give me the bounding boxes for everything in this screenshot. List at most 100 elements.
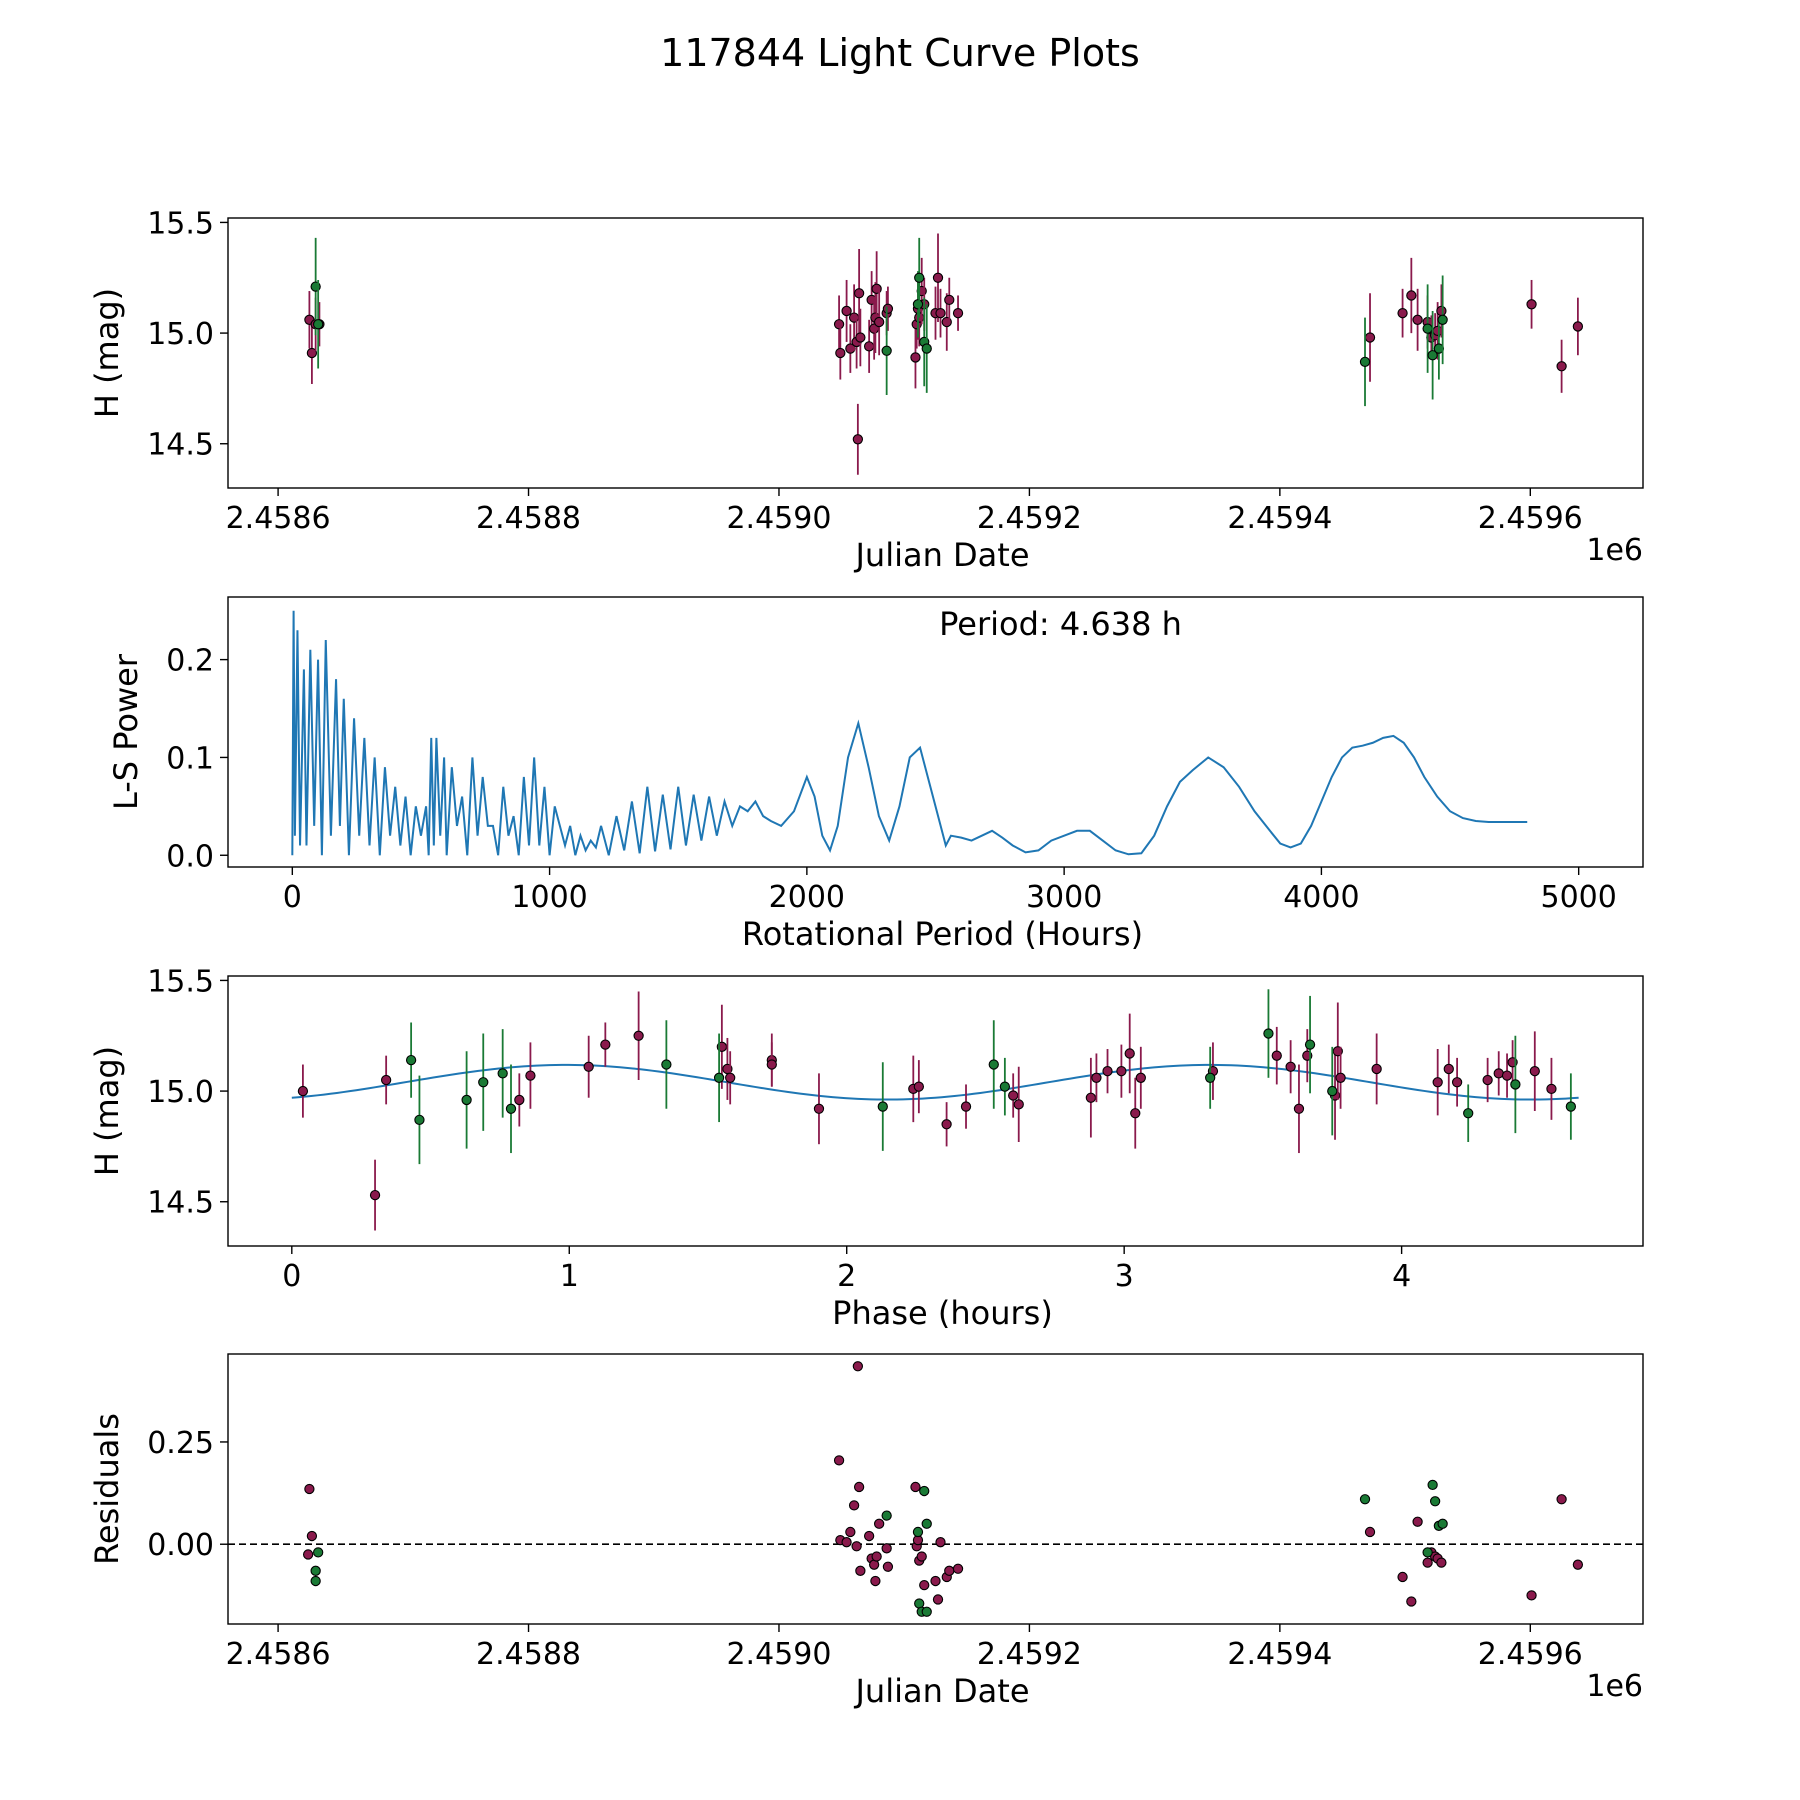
- data-point: [313, 319, 324, 330]
- data-point: [852, 434, 864, 445]
- data-point: [461, 1094, 472, 1106]
- x-tick-label: 2.4586: [226, 501, 331, 536]
- data-point: [944, 294, 955, 306]
- data-point: [1327, 1085, 1338, 1097]
- light-curve-panel: 2.4586 2.4588 2.4590 2.4592 2.4594 2.4596 14.5…: [88, 206, 1644, 574]
- data-point: [882, 303, 894, 314]
- data-point: [910, 1481, 921, 1493]
- data-point: [525, 1070, 536, 1081]
- figure-title: 117844 Light Curve Plots: [660, 31, 1140, 75]
- x-tick-label: 0: [283, 880, 302, 915]
- data-point: [369, 1189, 381, 1201]
- data-point: [713, 1072, 725, 1083]
- data-point: [497, 1068, 508, 1079]
- period-annotation: Period: 4.638 h: [939, 605, 1182, 643]
- data-point: [855, 1565, 866, 1576]
- data-point: [1205, 1072, 1216, 1083]
- y-tick-label: 15.0: [147, 1075, 214, 1110]
- phased-curve-panel: 0 1 2 3 4 14.5 15.0 15.5 Phase (hours) H (mag): [88, 964, 1644, 1332]
- data-point: [1364, 332, 1376, 343]
- x-tick-label: 2.4588: [476, 1637, 581, 1672]
- data-point: [1526, 1590, 1537, 1601]
- data-point: [1412, 314, 1423, 325]
- data-point: [874, 1518, 885, 1529]
- data-point: [310, 1565, 321, 1576]
- data-point: [1510, 1079, 1521, 1090]
- x-axis-label: Julian Date: [853, 536, 1029, 574]
- data-point: [1116, 1066, 1127, 1077]
- data-point: [881, 1543, 892, 1554]
- data-point: [1493, 1068, 1504, 1079]
- data-point: [1501, 1070, 1513, 1081]
- data-point: [1406, 290, 1417, 301]
- data-point: [1572, 1559, 1584, 1570]
- data-point: [633, 1030, 644, 1041]
- data-point: [935, 308, 946, 319]
- data-point: [841, 1537, 852, 1548]
- data-point: [944, 1565, 955, 1576]
- series-green: [405, 989, 1577, 1165]
- data-point: [813, 1103, 825, 1114]
- data-point: [912, 299, 924, 310]
- x-tick-label: 3000: [1026, 880, 1102, 915]
- data-point: [725, 1072, 736, 1083]
- data-point: [853, 1481, 865, 1493]
- series-magenta: [302, 1361, 1584, 1607]
- axes-frame: [227, 1353, 1644, 1625]
- data-point: [1565, 1101, 1577, 1112]
- y-tick-label: 0.1: [166, 741, 214, 776]
- series-magenta: [297, 991, 1557, 1231]
- data-point: [306, 347, 318, 359]
- data-point: [999, 1081, 1011, 1092]
- x-tick-label: 4000: [1283, 880, 1359, 915]
- y-axis-label: Residuals: [88, 1413, 126, 1565]
- axes-frame: [227, 975, 1644, 1247]
- x-tick-label: 2: [837, 1259, 856, 1294]
- data-point: [1429, 1496, 1441, 1507]
- data-point: [1526, 299, 1537, 310]
- series-green: [310, 237, 1448, 407]
- data-point: [478, 1077, 489, 1088]
- data-point: [952, 1563, 964, 1574]
- plot-area: [291, 989, 1579, 1231]
- data-point: [1422, 1547, 1433, 1558]
- data-point: [1443, 1063, 1454, 1075]
- data-point: [766, 1059, 777, 1070]
- x-tick-label: 2.4590: [726, 501, 831, 536]
- data-point: [855, 332, 866, 343]
- data-point: [1364, 1526, 1376, 1538]
- data-point: [1463, 1108, 1474, 1119]
- data-point: [310, 1575, 321, 1587]
- data-point: [1102, 1066, 1113, 1077]
- data-point: [1359, 356, 1371, 368]
- data-point: [1451, 1077, 1463, 1088]
- data-point: [306, 1530, 318, 1542]
- data-point: [1397, 1571, 1408, 1583]
- data-point: [1013, 1099, 1024, 1110]
- y-tick-label: 15.0: [147, 317, 214, 352]
- residuals-panel: 2.4586 2.4588 2.4590 2.4592 2.4594 2.4596 0.00…: [88, 1353, 1644, 1710]
- data-point: [871, 1551, 882, 1562]
- data-point: [932, 1594, 944, 1605]
- x-tick-label: 2.4594: [1227, 1637, 1332, 1672]
- data-point: [863, 341, 875, 352]
- data-point: [921, 343, 932, 354]
- data-point: [874, 316, 885, 328]
- x-axis-label: Julian Date: [853, 1672, 1029, 1710]
- data-point: [1397, 308, 1408, 319]
- x-tick-label: 4: [1392, 1259, 1411, 1294]
- data-point: [1546, 1083, 1557, 1095]
- data-point: [583, 1061, 594, 1072]
- data-point: [913, 1081, 925, 1092]
- data-point: [1412, 1516, 1423, 1527]
- data-point: [600, 1039, 611, 1050]
- data-point: [932, 272, 944, 283]
- y-tick-label: 0.25: [147, 1426, 214, 1461]
- data-point: [313, 1547, 324, 1558]
- data-point: [960, 1101, 972, 1112]
- data-point: [1432, 1077, 1443, 1088]
- data-point: [505, 1103, 517, 1114]
- data-point: [1482, 1074, 1493, 1086]
- x-tick-label: 1000: [511, 880, 587, 915]
- data-point: [1556, 1494, 1567, 1505]
